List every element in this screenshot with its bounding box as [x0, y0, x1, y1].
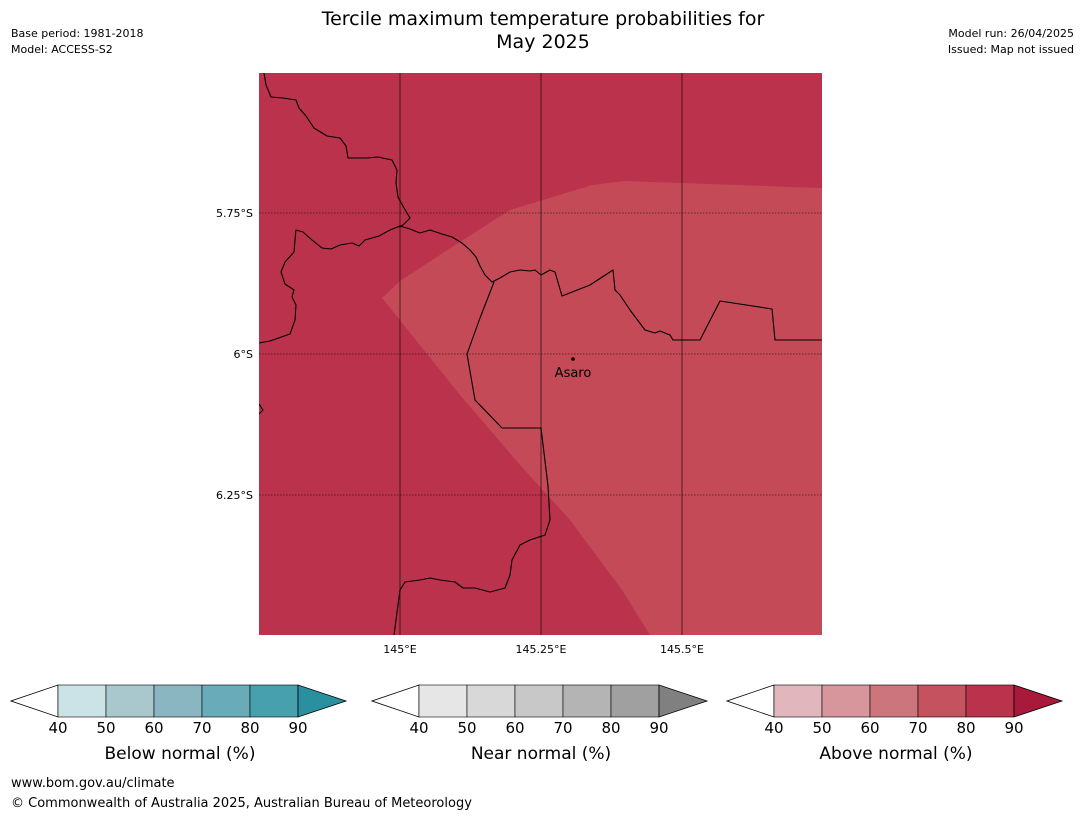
colorbar-segment	[610, 684, 660, 718]
legend-title-near-normal: Near normal (%)	[470, 744, 612, 764]
colorbar-tick-label: 40	[409, 719, 429, 737]
province-boundary	[263, 73, 411, 228]
colorbar-segment	[965, 684, 1015, 718]
colorbar-tick-label: 60	[860, 719, 880, 737]
footer: www.bom.gov.au/climate © Commonwealth of…	[11, 774, 472, 814]
colorbar-segment	[249, 684, 299, 718]
province-boundary	[259, 403, 264, 415]
province-boundary	[393, 281, 551, 635]
colorbar-tick-label: 50	[457, 719, 477, 737]
issued-text: Issued: Map not issued	[947, 43, 1074, 56]
colorbar-tick-label: 80	[601, 719, 621, 737]
colorbar-segment	[418, 684, 468, 718]
legend-title-above-normal: Above normal (%)	[819, 744, 973, 764]
colorbar-low-arrow	[371, 684, 420, 718]
colorbar-segment	[105, 684, 155, 718]
colorbar-segment	[869, 684, 919, 718]
colorbar-tick-label: 50	[96, 719, 116, 737]
province-boundary	[259, 225, 822, 344]
colorbar-tick-label: 90	[649, 719, 669, 737]
colorbar-tick-label: 70	[553, 719, 573, 737]
lat-label-6s: 6°S	[234, 348, 253, 361]
metadata-right: Model run: 26/04/2025 Issued: Map not is…	[948, 26, 1074, 58]
colorbar-segment	[57, 684, 107, 718]
title-line-2: May 2025	[496, 31, 590, 53]
colorbar-low-arrow	[726, 684, 775, 718]
colorbar-segment	[201, 684, 251, 718]
lon-label-145-5e: 145.5°E	[660, 643, 704, 656]
colorbar-tick-label: 90	[1004, 719, 1024, 737]
place-dot	[571, 357, 575, 361]
place-marker-asaro: Asaro	[555, 357, 592, 381]
colorbar-tick-label: 70	[192, 719, 212, 737]
colorbar-segment	[773, 684, 823, 718]
lat-label-6-25s: 6.25°S	[216, 489, 253, 502]
colorbar-segment	[821, 684, 871, 718]
colorbar-above-normal	[726, 684, 1064, 718]
colorbar-segment	[466, 684, 516, 718]
colorbar-high-arrow	[658, 684, 709, 718]
colorbar-low-arrow	[10, 684, 59, 718]
legend-below-normal: Below normal (%) 40 50 60 70 80 90	[10, 683, 350, 764]
colorbar-tick-label: 40	[48, 719, 68, 737]
base-period-text: Base period: 1981-2018	[11, 27, 144, 40]
colorbar-tick-label: 60	[144, 719, 164, 737]
copyright-text: © Commonwealth of Australia 2025, Austra…	[11, 796, 472, 811]
metadata-left: Base period: 1981-2018 Model: ACCESS-S2	[11, 26, 143, 58]
title-line-1: Tercile maximum temperature probabilitie…	[321, 8, 765, 30]
colorbar-segment	[153, 684, 203, 718]
lon-label-145e: 145°E	[383, 643, 416, 656]
colorbar-segment	[514, 684, 564, 718]
model-run-text: Model run: 26/04/2025	[948, 27, 1074, 40]
colorbar-high-arrow	[1013, 684, 1064, 718]
website-link[interactable]: www.bom.gov.au/climate	[11, 776, 175, 791]
legend-title-below-normal: Below normal (%)	[104, 744, 256, 764]
colorbar-segment	[917, 684, 967, 718]
colorbar-tick-label: 80	[240, 719, 260, 737]
colorbar-tick-label: 60	[505, 719, 525, 737]
longitude-labels: 145°E 145.25°E 145.5°E	[383, 643, 704, 656]
legend-above-normal: Above normal (%) 40 50 60 70 80 90	[726, 683, 1066, 764]
colorbar-tick-label: 90	[288, 719, 308, 737]
legend-near-normal: Near normal (%) 40 50 60 70 80 90	[371, 683, 711, 764]
place-label: Asaro	[555, 366, 592, 381]
lon-label-145-25e: 145.25°E	[516, 643, 567, 656]
colorbar-tick-label: 50	[812, 719, 832, 737]
colorbar-high-arrow	[297, 684, 348, 718]
colorbar-near-normal	[371, 684, 709, 718]
colorbar-tick-label: 80	[956, 719, 976, 737]
map-title: Tercile maximum temperature probabilitie…	[243, 8, 843, 54]
model-text: Model: ACCESS-S2	[11, 43, 113, 56]
colorbar-below-normal	[10, 684, 348, 718]
latitude-labels: 5.75°S 6°S 6.25°S	[216, 207, 253, 502]
lat-label-5-75s: 5.75°S	[216, 207, 253, 220]
colorbar-tick-label: 40	[764, 719, 784, 737]
probability-zone-70-80	[382, 181, 822, 635]
colorbar-segment	[562, 684, 612, 718]
colorbar-tick-label: 70	[908, 719, 928, 737]
